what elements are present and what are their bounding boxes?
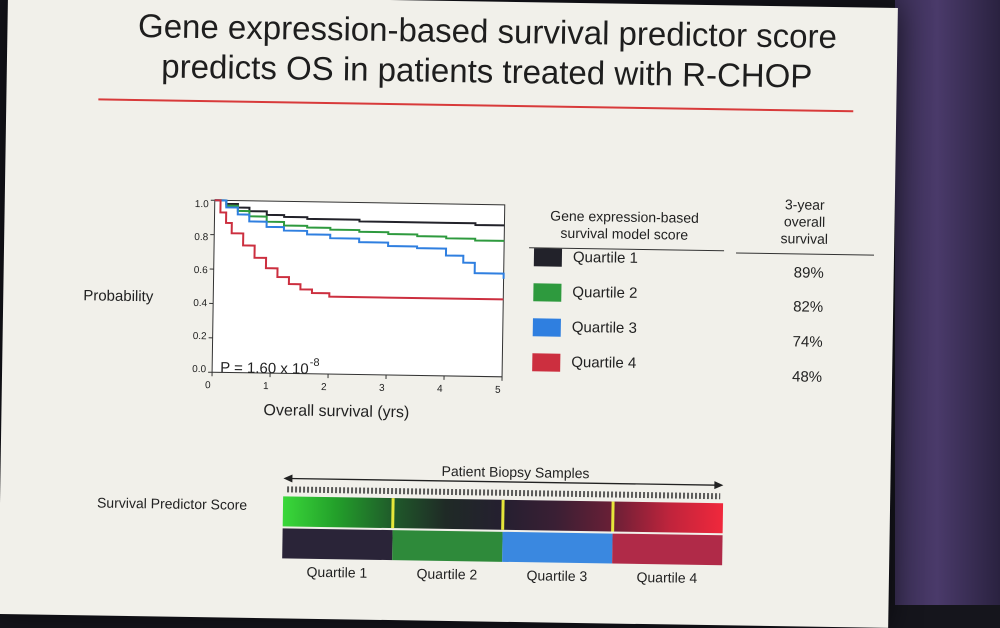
x-tick-label: 1 bbox=[260, 381, 272, 392]
y-tick-label: 1.0 bbox=[181, 199, 209, 210]
slide: Gene expression-based survival predictor… bbox=[0, 0, 898, 628]
y-axis-label: Probability bbox=[83, 287, 153, 305]
legend-swatch bbox=[533, 318, 561, 336]
predictor-score-graphic bbox=[282, 468, 733, 565]
quartile-strip-segment bbox=[392, 530, 502, 562]
survival-header: 3-year overall survival bbox=[764, 196, 845, 248]
y-tick-label: 0.0 bbox=[178, 364, 206, 375]
slide-title: Gene expression-based survival predictor… bbox=[107, 6, 868, 98]
p-value-text: P = 1.60 x 10 bbox=[220, 359, 309, 377]
survival-value: 74% bbox=[773, 333, 843, 351]
y-tick-label: 0.4 bbox=[179, 298, 207, 309]
legend-header: Gene expression-based survival model sco… bbox=[524, 207, 725, 244]
quartile-label: Quartile 3 bbox=[502, 567, 612, 585]
survival-header-line-1: 3-year bbox=[765, 196, 845, 214]
survival-value: 89% bbox=[774, 264, 844, 282]
quartile-label: Quartile 2 bbox=[392, 565, 502, 583]
x-tick-label: 5 bbox=[492, 385, 504, 396]
x-axis-label: Overall survival (yrs) bbox=[263, 402, 409, 422]
quartile-strip-segment bbox=[612, 534, 722, 566]
p-value-exponent: -8 bbox=[310, 357, 320, 369]
x-tick-label: 2 bbox=[318, 382, 330, 393]
y-tick-label: 0.8 bbox=[180, 232, 208, 243]
survival-value: 48% bbox=[772, 368, 842, 386]
x-tick-label: 4 bbox=[434, 384, 446, 395]
legend-label: Quartile 3 bbox=[572, 319, 637, 337]
km-plot-area bbox=[212, 200, 507, 380]
p-value-annotation: P = 1.60 x 10-8 bbox=[220, 355, 320, 378]
quartile-label: Quartile 4 bbox=[612, 569, 722, 587]
legend-label: Quartile 2 bbox=[572, 284, 637, 302]
x-tick-label: 3 bbox=[376, 383, 388, 394]
y-tick-label: 0.2 bbox=[179, 331, 207, 342]
plot-frame bbox=[212, 200, 505, 377]
survival-header-line-3: survival bbox=[764, 230, 844, 248]
samples-arrow-left-head bbox=[283, 474, 292, 482]
quartile-label: Quartile 1 bbox=[282, 563, 392, 581]
title-underline bbox=[98, 98, 853, 112]
legend-label: Quartile 4 bbox=[571, 354, 636, 372]
y-tick-label: 0.6 bbox=[180, 265, 208, 276]
legend-swatch bbox=[533, 283, 561, 301]
quartile-strip-segment bbox=[282, 528, 392, 560]
legend-swatch bbox=[532, 353, 560, 371]
survival-header-rule bbox=[736, 252, 874, 255]
samples-arrow-line bbox=[289, 478, 717, 485]
survival-value: 82% bbox=[773, 298, 843, 316]
legend-swatch bbox=[534, 248, 562, 266]
samples-arrow-right-head bbox=[714, 481, 723, 489]
quartile-strip-segment bbox=[502, 532, 612, 564]
legend-header-line-1: Gene expression-based bbox=[524, 207, 724, 227]
legend-header-line-2: survival model score bbox=[524, 224, 724, 244]
legend-label: Quartile 1 bbox=[573, 249, 638, 267]
x-tick-label: 0 bbox=[202, 380, 214, 391]
background-panel bbox=[895, 0, 1000, 605]
survival-header-line-2: overall bbox=[764, 213, 844, 231]
sample-tick-marks bbox=[286, 486, 720, 499]
survival-predictor-score-label: Survival Predictor Score bbox=[97, 494, 247, 512]
